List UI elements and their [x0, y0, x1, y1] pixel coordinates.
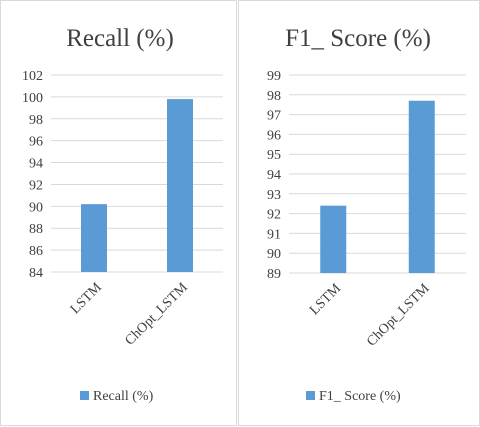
y-tick-label: 89 [267, 267, 281, 282]
chart-title: F1_ Score (%) [285, 25, 431, 52]
y-tick-label: 92 [29, 178, 43, 193]
x-category-label: ChOpt_LSTM [364, 281, 433, 350]
recall-chart-panel: Recall (%) 84 86 88 90 92 94 96 98 100 102 LSTM Ch… [0, 0, 237, 426]
y-tick-label: 93 [267, 188, 281, 203]
f1-score-chart: F1_ Score (%) 89 90 91 92 93 94 95 96 97 98 99 LST… [267, 25, 466, 404]
y-tick-label: 99 [267, 69, 281, 84]
legend-label: Recall (%) [93, 389, 154, 404]
x-category-label: ChOpt_LSTM [122, 280, 191, 349]
y-tick-label: 94 [267, 168, 281, 183]
y-tick-label: 95 [267, 148, 281, 163]
y-tick-label: 92 [267, 208, 281, 223]
y-tick-label: 90 [267, 247, 281, 262]
y-tick-label: 84 [29, 266, 43, 281]
y-tick-label: 86 [29, 244, 43, 259]
bar-chopt-lstm [408, 100, 435, 274]
bar-lstm [81, 204, 107, 272]
y-tick-label: 100 [22, 91, 43, 106]
y-tick-label: 91 [267, 227, 281, 242]
legend-swatch [80, 391, 89, 400]
y-tick-label: 96 [29, 135, 43, 150]
y-tick-label: 102 [22, 69, 43, 84]
bar-lstm [320, 205, 347, 273]
legend-swatch [306, 391, 315, 400]
recall-chart: Recall (%) 84 86 88 90 92 94 96 98 100 102 LSTM Ch… [22, 25, 223, 404]
x-category-label: LSTM [307, 281, 344, 318]
y-tick-label: 88 [29, 222, 43, 237]
y-tick-label: 90 [29, 200, 43, 215]
y-tick-label: 96 [267, 128, 281, 143]
y-tick-label: 98 [267, 89, 281, 104]
legend-label: F1_ Score (%) [319, 389, 401, 404]
x-category-label: LSTM [68, 280, 105, 317]
f1-score-chart-panel: F1_ Score (%) 89 90 91 92 93 94 95 96 97 98 99 LST… [238, 0, 480, 426]
y-tick-label: 97 [267, 109, 281, 124]
chart-title: Recall (%) [66, 25, 174, 52]
y-tick-label: 98 [29, 113, 43, 128]
bar-chopt-lstm [167, 99, 193, 272]
y-tick-label: 94 [29, 157, 43, 172]
